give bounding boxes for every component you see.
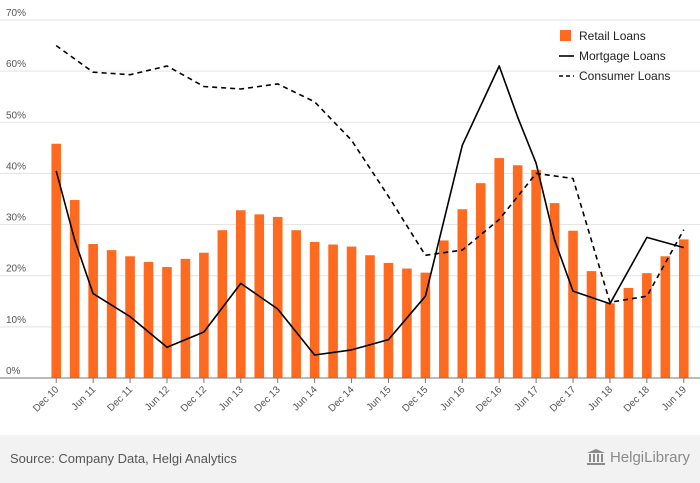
retail-loans-bar xyxy=(69,200,80,378)
legend-label: Retail Loans xyxy=(579,29,646,43)
retail-loans-bar xyxy=(346,246,357,378)
retail-loans-bar xyxy=(439,240,449,378)
retail-loans-bar xyxy=(383,262,394,378)
x-tick-label: Jun 14 xyxy=(291,384,320,413)
y-tick-label: 70% xyxy=(6,8,26,19)
retail-loans-bar xyxy=(272,216,283,378)
retail-loans-bar xyxy=(328,244,338,378)
x-tick-label: Jun 19 xyxy=(660,384,689,413)
retail-loans-bar xyxy=(494,158,504,378)
mortgage-loans-line xyxy=(55,65,685,356)
x-tick-label: Dec 10 xyxy=(31,384,61,414)
retail-loans-bar xyxy=(642,273,652,378)
y-tick-label: 50% xyxy=(6,110,26,121)
x-axis-ticks: Dec 10 Jun 11 Dec 11 Jun 12 Dec 12 Jun 13 Dec … xyxy=(31,378,689,415)
x-tick-label: Jun 13 xyxy=(217,384,246,413)
retail-loans-bar xyxy=(217,230,228,378)
retail-loans-bar xyxy=(568,230,578,378)
legend: Retail Loans Mortgage Loans Consumer Loans xyxy=(559,29,670,83)
retail-loans-bar xyxy=(51,143,62,378)
legend-label: Mortgage Loans xyxy=(579,49,666,63)
x-tick-label: Dec 16 xyxy=(474,384,504,414)
footer: Source: Company Data, Helgi Analytics He… xyxy=(0,435,700,483)
x-tick-label: Dec 15 xyxy=(400,384,430,414)
legend-swatch-retail-loans xyxy=(560,30,571,41)
x-tick-label: Dec 14 xyxy=(326,384,356,414)
y-tick-label: 60% xyxy=(6,59,26,70)
x-tick-label: Dec 12 xyxy=(179,384,209,414)
retail-loans-bar xyxy=(457,209,468,378)
legend-label: Consumer Loans xyxy=(579,69,670,83)
retail-loans-bar xyxy=(623,287,634,378)
brand-name: HelgiLibrary xyxy=(609,448,690,466)
retail-loans-bar xyxy=(143,261,154,378)
retail-loans-bar xyxy=(88,244,98,378)
retail-loans-bar xyxy=(291,230,301,378)
retail-loans-bar xyxy=(402,268,412,378)
gridlines xyxy=(0,19,700,328)
retail-loans-bar xyxy=(365,255,375,378)
retail-loans-bar xyxy=(180,258,191,378)
consumer-loans-line xyxy=(55,44,685,304)
retail-loans-bar xyxy=(678,239,689,378)
source-text: Source: Company Data, Helgi Analytics xyxy=(10,451,237,466)
retail-loans-bar xyxy=(586,271,597,378)
retail-loans-bar xyxy=(420,272,431,378)
x-tick-label: Dec 13 xyxy=(253,384,283,414)
x-tick-label: Jun 18 xyxy=(586,384,615,413)
retail-loans-bar xyxy=(605,303,615,378)
x-tick-label: Dec 18 xyxy=(622,384,652,414)
y-tick-label: 20% xyxy=(6,264,26,275)
y-tick-label: 10% xyxy=(6,315,26,326)
x-tick-label: Jun 16 xyxy=(438,384,467,413)
x-tick-label: Dec 11 xyxy=(106,384,136,414)
chart: 0%10%20%30%40%50%60%70% Dec 10 Jun 11 Dec … xyxy=(0,8,700,415)
loan-lines xyxy=(55,44,685,356)
x-tick-label: Jun 17 xyxy=(512,384,541,413)
library-icon xyxy=(586,449,605,465)
retail-loans-bar xyxy=(531,169,541,378)
retail-loans-bars xyxy=(51,143,689,378)
retail-loans-bar xyxy=(512,165,523,378)
y-tick-label: 0% xyxy=(6,366,21,377)
y-tick-label: 30% xyxy=(6,213,26,224)
retail-loans-bar xyxy=(162,267,172,378)
retail-loans-bar xyxy=(236,210,246,378)
retail-loans-bar xyxy=(660,256,671,378)
retail-loans-bar xyxy=(106,250,117,378)
y-axis-tick-labels: 0% 10% 20% 30% 40% 50% 60% 70% xyxy=(6,8,26,377)
x-tick-label: Dec 17 xyxy=(548,384,578,414)
retail-loans-bar xyxy=(475,183,486,378)
y-tick-label: 40% xyxy=(6,161,26,172)
retail-loans-bar xyxy=(549,203,560,378)
x-tick-label: Jun 15 xyxy=(365,384,394,413)
retail-loans-bar xyxy=(199,252,209,378)
x-tick-label: Jun 11 xyxy=(70,384,99,413)
x-tick-label: Jun 12 xyxy=(143,384,172,413)
brand-logo[interactable]: HelgiLibrary xyxy=(586,448,690,466)
retail-loans-bar xyxy=(309,241,320,378)
